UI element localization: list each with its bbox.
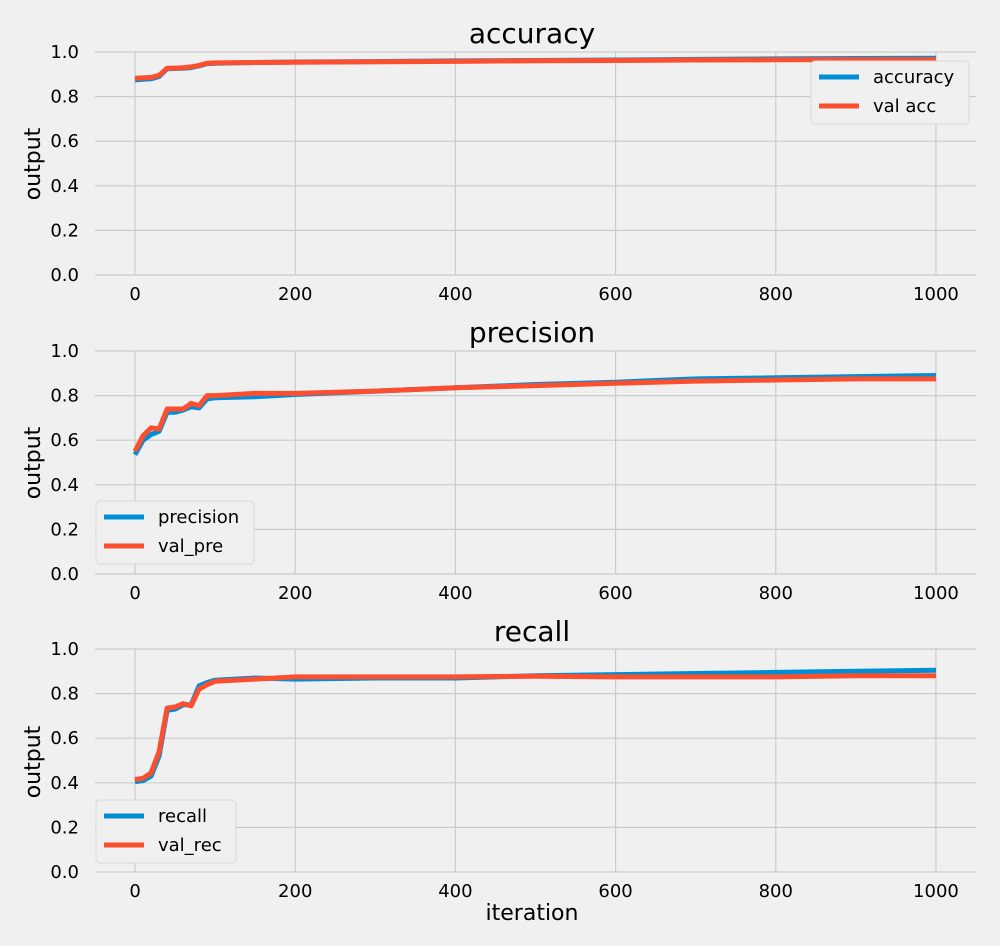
y-axis-label: output bbox=[21, 725, 46, 798]
y-tick-label: 0.0 bbox=[50, 564, 79, 585]
x-tick-label: 200 bbox=[278, 881, 312, 902]
y-tick-label: 0.6 bbox=[50, 430, 79, 451]
y-tick-label: 1.0 bbox=[50, 639, 79, 660]
y-tick-label: 0.4 bbox=[50, 176, 79, 197]
y-tick-label: 0.8 bbox=[50, 87, 79, 108]
x-tick-label: 400 bbox=[438, 583, 472, 604]
y-tick-label: 0.4 bbox=[50, 475, 79, 496]
x-tick-label: 1000 bbox=[913, 881, 959, 902]
x-tick-label: 600 bbox=[598, 881, 632, 902]
y-tick-label: 0.4 bbox=[50, 773, 79, 794]
legend-label: precision bbox=[158, 507, 239, 528]
legend-label: val_rec bbox=[158, 835, 222, 856]
y-tick-label: 0.8 bbox=[50, 684, 79, 705]
y-axis-label: output bbox=[21, 426, 46, 499]
x-tick-label: 200 bbox=[278, 583, 312, 604]
y-tick-label: 0.0 bbox=[50, 862, 79, 883]
x-axis-label: iteration bbox=[486, 901, 579, 926]
x-tick-label: 0 bbox=[129, 284, 140, 305]
x-tick-label: 600 bbox=[598, 583, 632, 604]
legend-label: accuracy bbox=[873, 67, 955, 88]
y-tick-label: 0.2 bbox=[50, 519, 79, 540]
legend-label: val_pre bbox=[158, 536, 223, 557]
y-axis-label: output bbox=[21, 127, 46, 200]
y-tick-label: 0.8 bbox=[50, 386, 79, 407]
y-tick-label: 0.2 bbox=[50, 817, 79, 838]
x-tick-label: 1000 bbox=[913, 284, 959, 305]
panel-accuracy: accuracy output 0.0 0.2 0.4 0.6 0.8 1.0 0 200 40… bbox=[21, 17, 976, 305]
x-tick-label: 800 bbox=[759, 583, 793, 604]
panel-recall: recall output iteration 0.0 0.2 0.4 0.6 0.8 1… bbox=[21, 615, 976, 926]
x-tick-label: 400 bbox=[438, 284, 472, 305]
panel-title: recall bbox=[494, 615, 570, 648]
panel-precision: precision output 0.0 0.2 0.4 0.6 0.8 1.0 0 200 4… bbox=[21, 316, 976, 604]
x-tick-label: 0 bbox=[129, 881, 140, 902]
legend-label: val acc bbox=[873, 96, 936, 117]
y-tick-label: 1.0 bbox=[50, 42, 79, 63]
series-line-val-acc bbox=[134, 57, 936, 81]
x-tick-label: 200 bbox=[278, 284, 312, 305]
x-tick-label: 600 bbox=[598, 284, 632, 305]
x-tick-label: 800 bbox=[759, 881, 793, 902]
series-line-val-pre bbox=[132, 376, 936, 453]
x-tick-label: 0 bbox=[129, 583, 140, 604]
y-tick-label: 0.2 bbox=[50, 220, 79, 241]
y-tick-label: 0.6 bbox=[50, 728, 79, 749]
y-tick-label: 0.6 bbox=[50, 131, 79, 152]
panel-title: precision bbox=[469, 316, 595, 349]
panel-title: accuracy bbox=[469, 17, 595, 50]
y-tick-label: 1.0 bbox=[50, 341, 79, 362]
x-tick-label: 1000 bbox=[913, 583, 959, 604]
y-tick-label: 0.0 bbox=[50, 265, 79, 286]
x-tick-label: 400 bbox=[438, 881, 472, 902]
x-tick-label: 800 bbox=[759, 284, 793, 305]
legend-label: recall bbox=[158, 806, 207, 827]
series-line-val-rec bbox=[134, 673, 936, 782]
